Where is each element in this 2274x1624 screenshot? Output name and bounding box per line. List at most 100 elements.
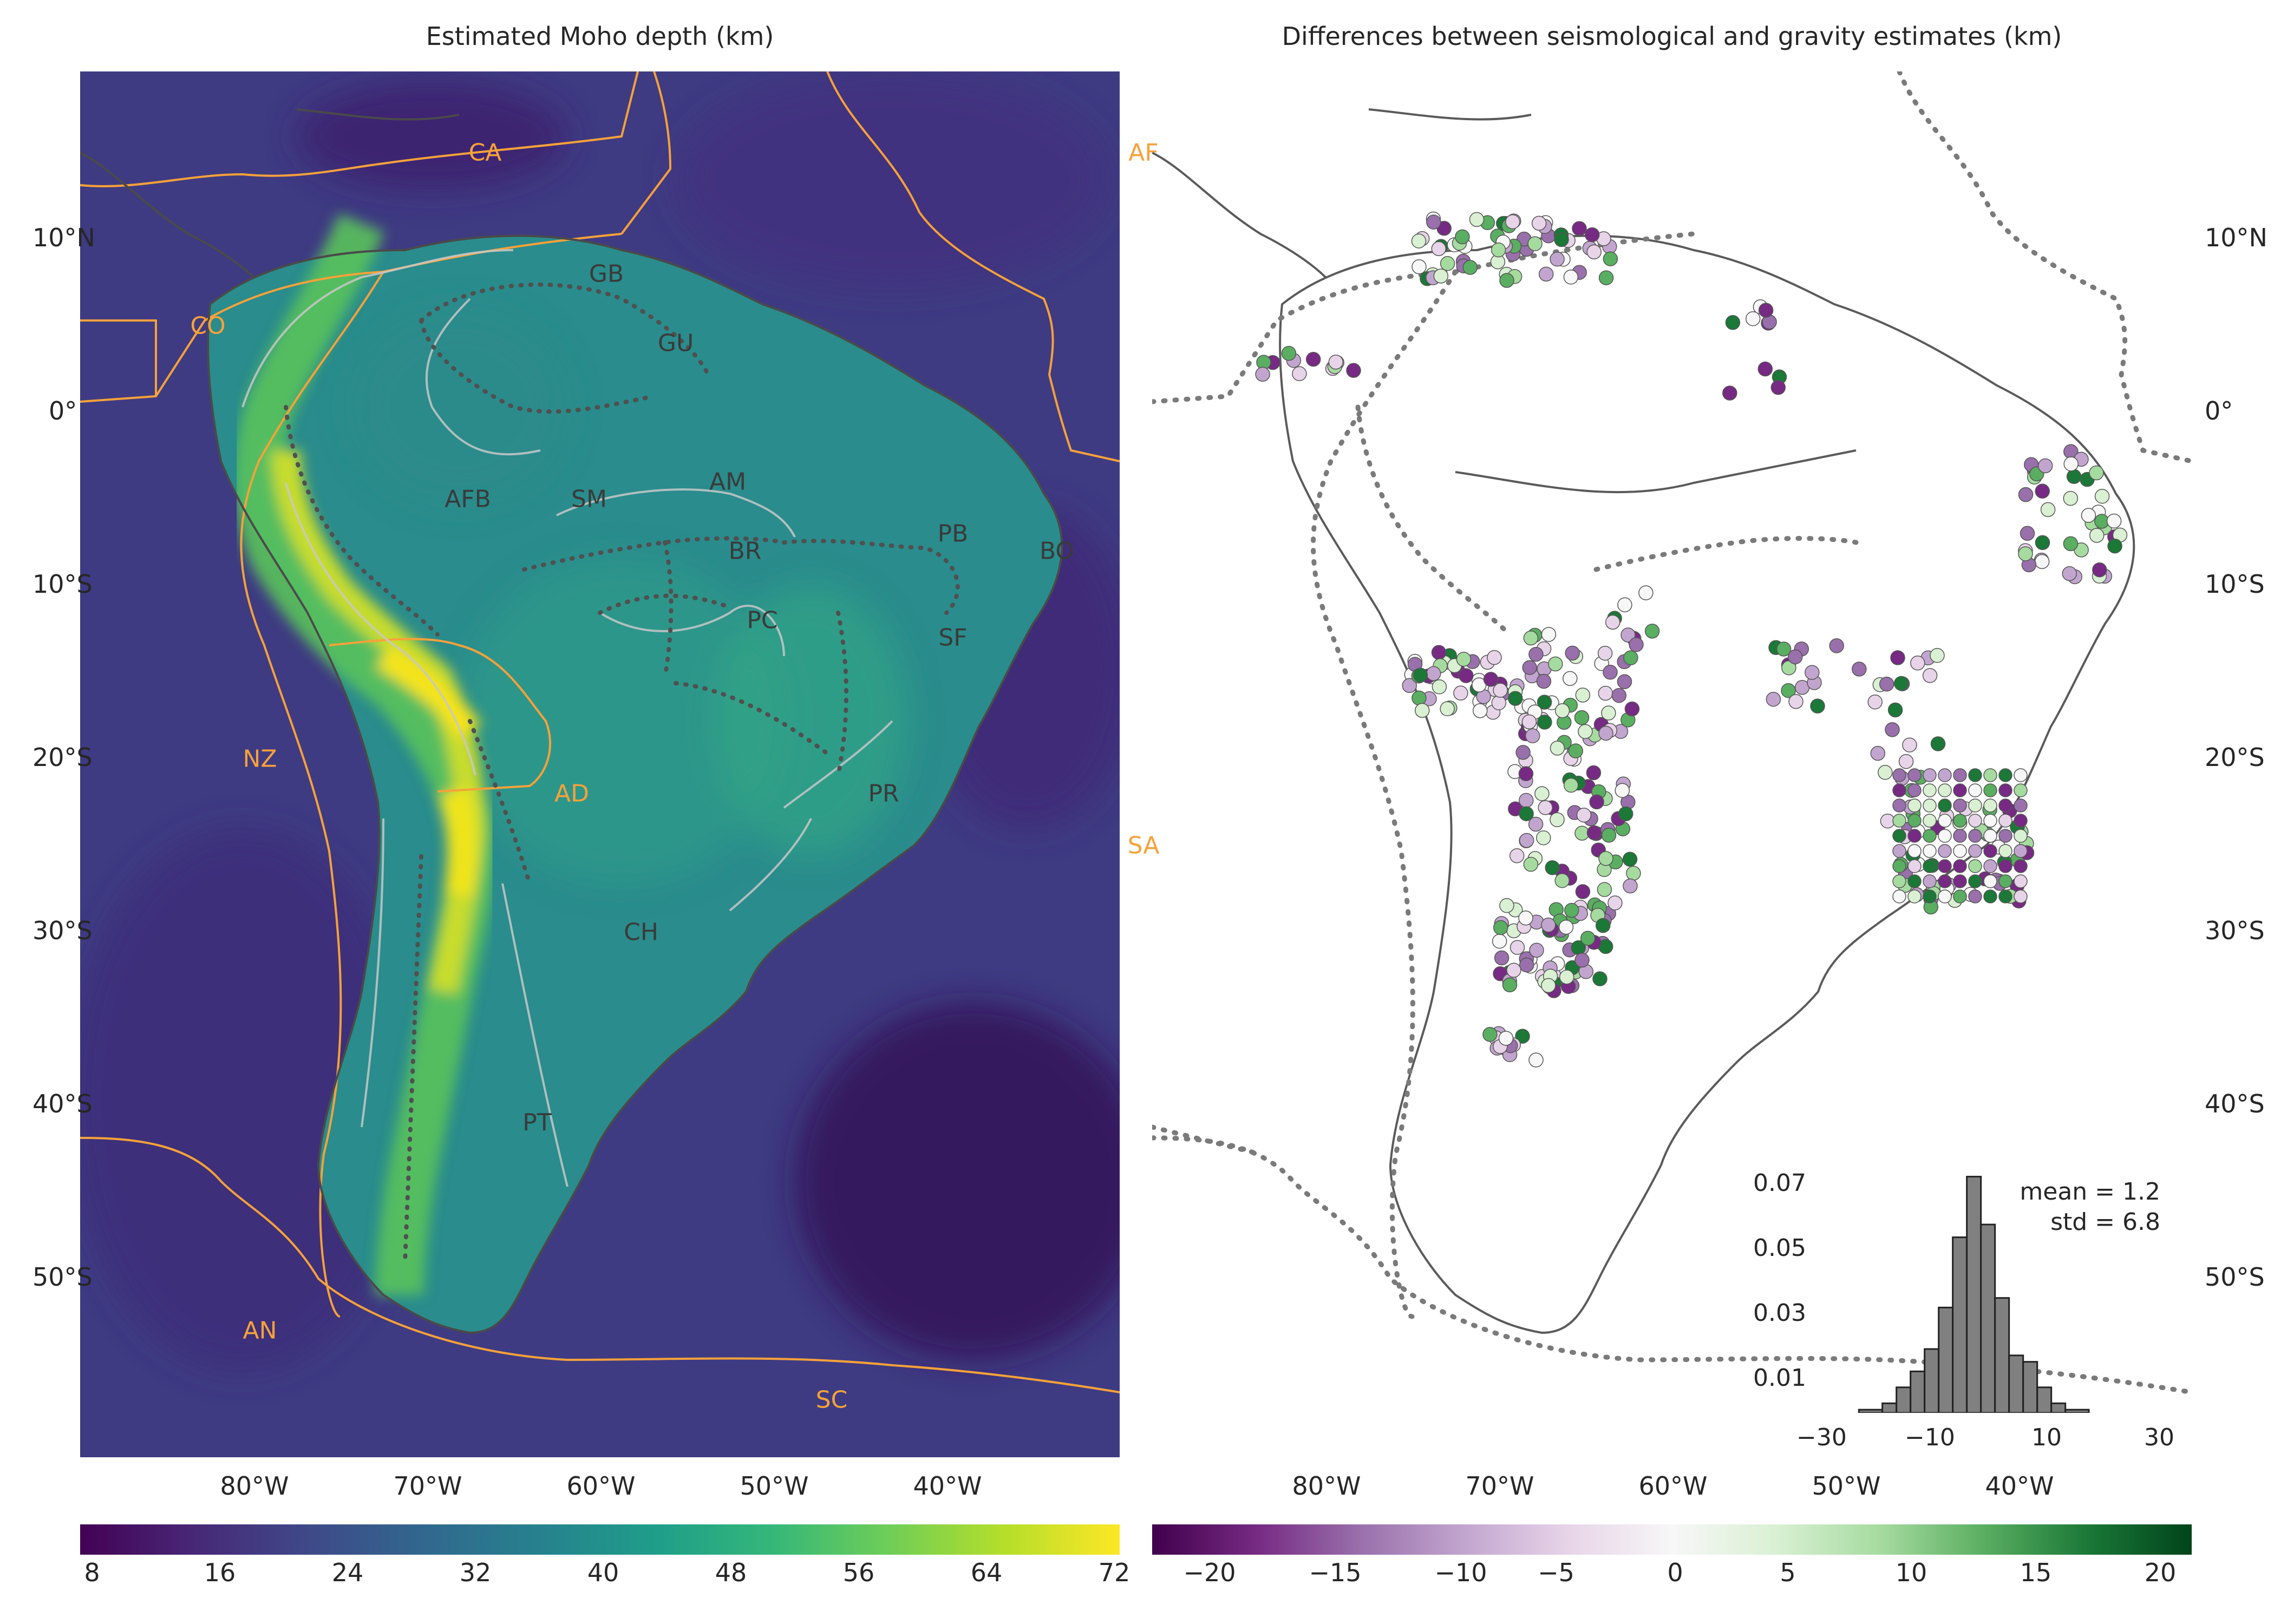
station-dot bbox=[1908, 890, 1921, 903]
lat-label: 50°S bbox=[32, 1262, 93, 1292]
station-dot bbox=[1789, 695, 1803, 709]
station-dot bbox=[1292, 366, 1306, 381]
station-dot bbox=[1626, 866, 1641, 880]
station-dot bbox=[2108, 539, 2122, 553]
station-dot bbox=[1984, 844, 1997, 857]
hist-xtick: 30 bbox=[2144, 1424, 2174, 1451]
station-dot bbox=[1766, 692, 1780, 706]
moho-colorbar-tick: 64 bbox=[971, 1558, 1003, 1587]
station-dot bbox=[1893, 814, 1906, 827]
moho-colorbar-tick: 40 bbox=[587, 1558, 619, 1587]
station-dot bbox=[1893, 844, 1906, 857]
station-dot bbox=[1908, 769, 1921, 782]
station-dot bbox=[1999, 814, 2012, 827]
station-dot bbox=[1999, 784, 2012, 797]
station-dot bbox=[1618, 598, 1632, 612]
station-dot bbox=[1618, 675, 1632, 689]
station-dot bbox=[1999, 890, 2012, 903]
station-dot bbox=[1969, 844, 1982, 857]
station-dot bbox=[2067, 469, 2081, 483]
station-dot bbox=[2014, 784, 2027, 797]
hist-xtick: −10 bbox=[1905, 1424, 1955, 1451]
histogram-bar bbox=[1967, 1177, 1981, 1413]
station-dot bbox=[1524, 857, 1538, 872]
station-dot bbox=[1893, 784, 1906, 797]
station-dot bbox=[1852, 662, 1866, 676]
station-dot bbox=[1953, 860, 1966, 873]
lat-label: 30°S bbox=[32, 916, 93, 945]
station-dot bbox=[1984, 860, 1997, 873]
station-dot bbox=[1564, 270, 1578, 284]
histogram-bar bbox=[1939, 1307, 1953, 1413]
lat-label-right: 0° bbox=[2205, 396, 2233, 425]
station-dot bbox=[2019, 488, 2033, 502]
station-dot bbox=[1938, 799, 1951, 812]
station-dot bbox=[1908, 829, 1921, 842]
station-dot bbox=[2081, 508, 2095, 522]
station-dot bbox=[1522, 660, 1537, 675]
station-dot bbox=[1923, 860, 1936, 873]
station-dot bbox=[1550, 741, 1564, 755]
station-dot bbox=[1432, 645, 1446, 659]
station-dot bbox=[1603, 252, 1617, 266]
station-dot bbox=[1953, 890, 1966, 903]
station-dot bbox=[1908, 844, 1921, 857]
station-dot bbox=[1470, 213, 1484, 227]
station-dot bbox=[2014, 814, 2027, 827]
station-dot bbox=[1506, 215, 1520, 229]
station-dot bbox=[1564, 778, 1578, 793]
station-dot bbox=[1624, 651, 1638, 665]
station-dot bbox=[2014, 875, 2027, 888]
station-dot bbox=[1329, 355, 1343, 369]
station-dot bbox=[1487, 651, 1501, 665]
lon-label-right: 70°W bbox=[1465, 1471, 1534, 1501]
station-dot bbox=[2014, 844, 2027, 857]
station-dot bbox=[1953, 844, 1966, 857]
lat-label-right: 10°N bbox=[2205, 223, 2268, 252]
station-dot bbox=[1893, 829, 1906, 842]
station-dot bbox=[1923, 844, 1936, 857]
station-dot bbox=[2018, 547, 2033, 561]
lat-label: 20°S bbox=[32, 743, 93, 772]
station-dot bbox=[1581, 931, 1595, 945]
station-dot bbox=[1923, 890, 1936, 903]
hist-ytick: 0.01 bbox=[1753, 1364, 1806, 1392]
station-dot bbox=[1520, 834, 1534, 848]
station-dot bbox=[1598, 646, 1612, 660]
station-dot bbox=[1454, 686, 1468, 700]
lat-label-right: 10°S bbox=[2205, 569, 2265, 599]
station-dot bbox=[1938, 860, 1951, 873]
station-dot bbox=[1519, 807, 1533, 821]
diff-colorbar-tick: 0 bbox=[1667, 1558, 1683, 1587]
station-dot bbox=[1999, 844, 2012, 857]
station-dot bbox=[1908, 784, 1921, 797]
diff-colorbar-tick: −10 bbox=[1434, 1558, 1487, 1587]
province-label: PC bbox=[747, 607, 777, 634]
lat-label-right: 40°S bbox=[2205, 1089, 2265, 1118]
station-dot bbox=[1602, 828, 1616, 842]
station-dot bbox=[1495, 951, 1509, 965]
moho-colorbar-tick: 8 bbox=[84, 1558, 100, 1587]
station-dot bbox=[1891, 651, 1905, 665]
station-dot bbox=[1969, 829, 1982, 842]
lat-label: 10°S bbox=[32, 569, 93, 599]
moho-colorbar-tick: 32 bbox=[460, 1558, 492, 1587]
station-dot bbox=[1811, 699, 1825, 713]
station-dot bbox=[2041, 502, 2055, 516]
station-dot bbox=[1953, 814, 1966, 827]
plate-label: CO bbox=[190, 312, 225, 340]
plate-label: AN bbox=[243, 1317, 277, 1345]
plate-label: CA bbox=[469, 139, 502, 167]
station-dot bbox=[2021, 526, 2035, 540]
station-dot bbox=[1880, 677, 1894, 691]
province-label: CH bbox=[624, 919, 658, 946]
station-dot bbox=[1508, 691, 1522, 705]
station-dot bbox=[1575, 711, 1589, 725]
station-dot bbox=[1599, 271, 1613, 285]
histogram-bar bbox=[1883, 1403, 1897, 1413]
station-dot bbox=[1938, 769, 1951, 782]
station-dot bbox=[1969, 875, 1982, 888]
moho-colorbar-tick: 48 bbox=[715, 1558, 747, 1587]
station-dot bbox=[1528, 237, 1542, 251]
station-dot bbox=[1938, 814, 1951, 827]
